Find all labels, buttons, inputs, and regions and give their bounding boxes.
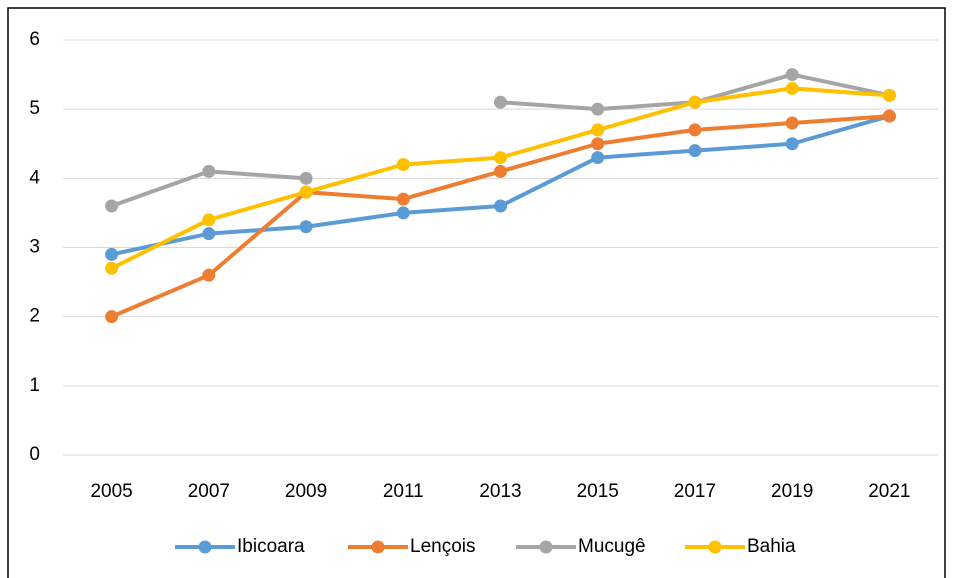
series-line <box>109 114 892 257</box>
data-point <box>396 192 410 206</box>
x-tick-label: 2005 <box>90 481 132 502</box>
x-tick-label: 2021 <box>868 481 910 502</box>
data-point <box>105 310 119 324</box>
data-point <box>299 220 313 234</box>
data-point <box>591 137 605 151</box>
data-point <box>396 206 410 220</box>
data-point <box>396 158 410 171</box>
data-point <box>299 171 313 185</box>
chart-frame <box>7 7 946 578</box>
legend-label: Mucugê <box>578 536 646 557</box>
y-tick-label: 2 <box>29 306 40 327</box>
data-point <box>882 88 896 102</box>
data-point <box>299 185 313 199</box>
data-point <box>202 164 216 178</box>
data-point <box>591 102 605 116</box>
data-point <box>688 95 702 109</box>
legend-label: Bahia <box>747 536 796 557</box>
data-point <box>202 227 216 241</box>
series-line <box>109 72 892 208</box>
data-point <box>591 123 605 137</box>
data-point <box>591 151 605 165</box>
data-point <box>688 123 702 137</box>
legend-label: Ibicoara <box>237 536 305 557</box>
data-point <box>494 164 507 178</box>
x-tick-label: 2011 <box>383 481 424 502</box>
data-point <box>785 137 799 151</box>
x-tick-label: 2013 <box>479 481 521 502</box>
legend-marker <box>198 540 212 554</box>
data-point <box>494 199 507 213</box>
x-tick-label: 2007 <box>188 481 230 502</box>
data-point <box>494 151 507 165</box>
y-tick-label: 6 <box>29 29 40 50</box>
y-tick-label: 4 <box>29 167 40 188</box>
data-point <box>882 109 896 123</box>
data-point <box>105 261 119 275</box>
data-point <box>202 268 216 282</box>
x-tick-label: 2017 <box>674 481 716 502</box>
data-point <box>785 68 799 82</box>
data-point <box>202 213 216 227</box>
data-point <box>785 81 799 95</box>
data-point <box>494 95 507 109</box>
legend-label: Lençois <box>410 536 476 557</box>
legend-marker <box>371 540 385 554</box>
y-tick-label: 3 <box>29 237 40 258</box>
x-tick-label: 2015 <box>577 481 619 502</box>
x-tick-label: 2019 <box>771 481 813 502</box>
legend-marker <box>539 540 553 554</box>
y-tick-label: 0 <box>29 444 40 465</box>
x-tick-label: 2009 <box>285 481 327 502</box>
y-tick-label: 5 <box>29 98 40 119</box>
data-point <box>785 116 799 130</box>
y-tick-label: 1 <box>29 375 40 396</box>
data-point <box>105 199 119 213</box>
legend-marker <box>708 540 722 554</box>
data-point <box>105 247 119 261</box>
data-point <box>688 144 702 158</box>
